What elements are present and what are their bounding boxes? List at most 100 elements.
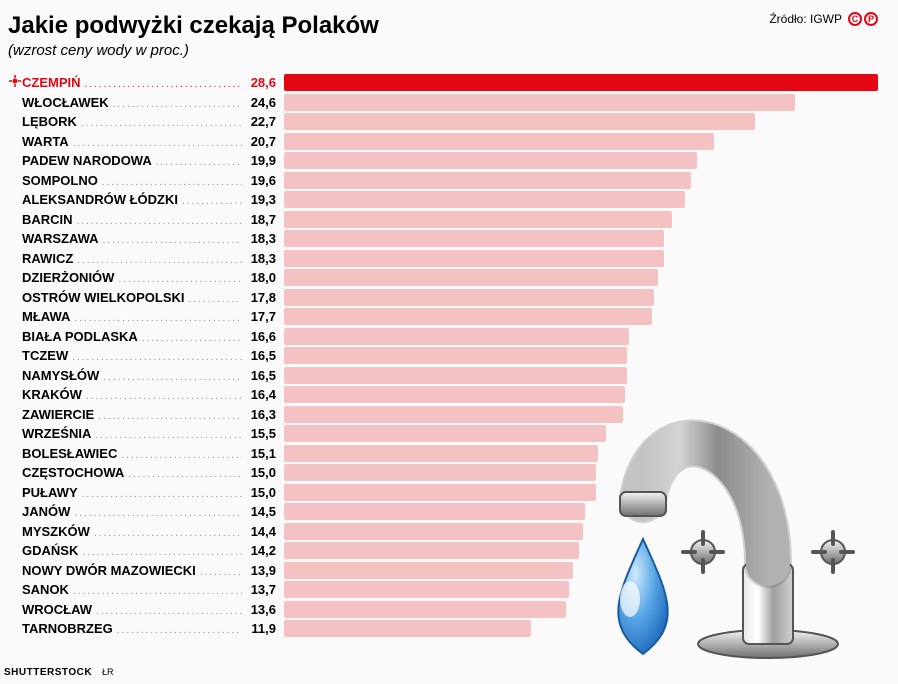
chart-row: TCZEW...................................… (8, 346, 878, 366)
city-name: DZIERŻONIÓW (22, 270, 114, 285)
row-label: TARNOBRZEG..............................… (8, 621, 276, 636)
row-value: 16,5 (242, 348, 276, 363)
bar (284, 601, 566, 618)
chart-row: MYSZKÓW.................................… (8, 522, 878, 542)
bar-cell (276, 503, 878, 520)
bar-cell (276, 74, 878, 91)
chart-row: PUŁAWY..................................… (8, 483, 878, 503)
leader-dots: ........................................… (81, 79, 243, 90)
row-value: 18,0 (242, 270, 276, 285)
city-name: SANOK (22, 582, 69, 597)
chart-row: CZEMPIŃ.................................… (8, 73, 878, 93)
row-value: 18,7 (242, 212, 276, 227)
row-value: 18,3 (242, 251, 276, 266)
bar-chart: CZEMPIŃ.................................… (8, 73, 878, 639)
row-value: 14,2 (242, 543, 276, 558)
bar (284, 152, 697, 169)
leader-dots: ........................................… (77, 118, 242, 129)
leader-dots: ........................................… (98, 177, 242, 188)
leader-dots: ........................................… (70, 508, 242, 519)
cc-left-icon: C (848, 12, 862, 26)
row-label: ZAWIERCIE...............................… (8, 407, 276, 422)
city-name: ALEKSANDRÓW ŁÓDZKI (22, 192, 178, 207)
city-name: MŁAWA (22, 309, 70, 324)
row-label: BIAŁA PODLASKA..........................… (8, 329, 276, 344)
row-value: 16,6 (242, 329, 276, 344)
row-value: 19,3 (242, 192, 276, 207)
bar (284, 328, 629, 345)
bar (284, 230, 664, 247)
source-block: Źródło: IGWP C P (769, 12, 878, 26)
city-name: BIAŁA PODLASKA (22, 329, 138, 344)
bar-cell (276, 94, 878, 111)
cc-right-icon: P (864, 12, 878, 26)
bar (284, 308, 652, 325)
chart-row: RAWICZ..................................… (8, 249, 878, 269)
row-label: CZEMPIŃ.................................… (8, 75, 276, 90)
city-name: CZEMPIŃ (22, 75, 81, 90)
bar (284, 523, 583, 540)
chart-row: DZIERŻONIÓW.............................… (8, 268, 878, 288)
bar (284, 133, 714, 150)
row-label: SOMPOLNO................................… (8, 173, 276, 188)
city-name: LĘBORK (22, 114, 77, 129)
bar-cell (276, 425, 878, 442)
chart-row: BIAŁA PODLASKA..........................… (8, 327, 878, 347)
bar (284, 620, 531, 637)
row-label: NOWY DWÓR MAZOWIECKI....................… (8, 563, 276, 578)
row-value: 19,9 (242, 153, 276, 168)
chart-row: CZĘSTOCHOWA.............................… (8, 463, 878, 483)
leader-dots: ........................................… (114, 274, 242, 285)
row-label: WARSZAWA................................… (8, 231, 276, 246)
leader-dots: ........................................… (69, 586, 242, 597)
leader-dots: ........................................… (178, 196, 242, 207)
row-label: DZIERŻONIÓW.............................… (8, 270, 276, 285)
leader-dots: ........................................… (124, 469, 242, 480)
row-value: 22,7 (242, 114, 276, 129)
row-value: 28,6 (242, 75, 276, 90)
city-name: WRZEŚNIA (22, 426, 91, 441)
chart-row: SOMPOLNO................................… (8, 171, 878, 191)
row-value: 15,0 (242, 485, 276, 500)
leader-dots: ........................................… (152, 157, 242, 168)
row-value: 16,3 (242, 407, 276, 422)
city-name: BARCIN (22, 212, 73, 227)
bar-cell (276, 581, 878, 598)
chart-row: ZAWIERCIE...............................… (8, 405, 878, 425)
row-value: 11,9 (242, 621, 276, 636)
row-value: 15,0 (242, 465, 276, 480)
bar-cell (276, 328, 878, 345)
bar (284, 367, 627, 384)
chart-row: MŁAWA...................................… (8, 307, 878, 327)
bar (284, 172, 691, 189)
chart-row: WARTA...................................… (8, 132, 878, 152)
row-value: 17,7 (242, 309, 276, 324)
bar (284, 406, 623, 423)
row-value: 13,7 (242, 582, 276, 597)
row-label: CZĘSTOCHOWA.............................… (8, 465, 276, 480)
city-name: TCZEW (22, 348, 68, 363)
chart-title: Jakie podwyżki czekają Polaków (8, 12, 379, 40)
bar (284, 581, 569, 598)
bar (284, 347, 627, 364)
bar (284, 425, 606, 442)
row-value: 17,8 (242, 290, 276, 305)
chart-row: SANOK...................................… (8, 580, 878, 600)
chart-row: ALEKSANDRÓW ŁÓDZKI......................… (8, 190, 878, 210)
row-label: LĘBORK..................................… (8, 114, 276, 129)
bar-cell (276, 308, 878, 325)
bar (284, 113, 755, 130)
bar-cell (276, 172, 878, 189)
city-name: WARSZAWA (22, 231, 99, 246)
bar-cell (276, 152, 878, 169)
chart-row: NOWY DWÓR MAZOWIECKI....................… (8, 561, 878, 581)
row-value: 16,5 (242, 368, 276, 383)
row-value: 18,3 (242, 231, 276, 246)
chart-row: BARCIN..................................… (8, 210, 878, 230)
bar (284, 211, 672, 228)
row-label: TCZEW...................................… (8, 348, 276, 363)
leader-dots: ........................................… (73, 216, 242, 227)
leader-dots: ........................................… (92, 606, 242, 617)
city-name: CZĘSTOCHOWA (22, 465, 124, 480)
city-name: WROCŁAW (22, 602, 92, 617)
